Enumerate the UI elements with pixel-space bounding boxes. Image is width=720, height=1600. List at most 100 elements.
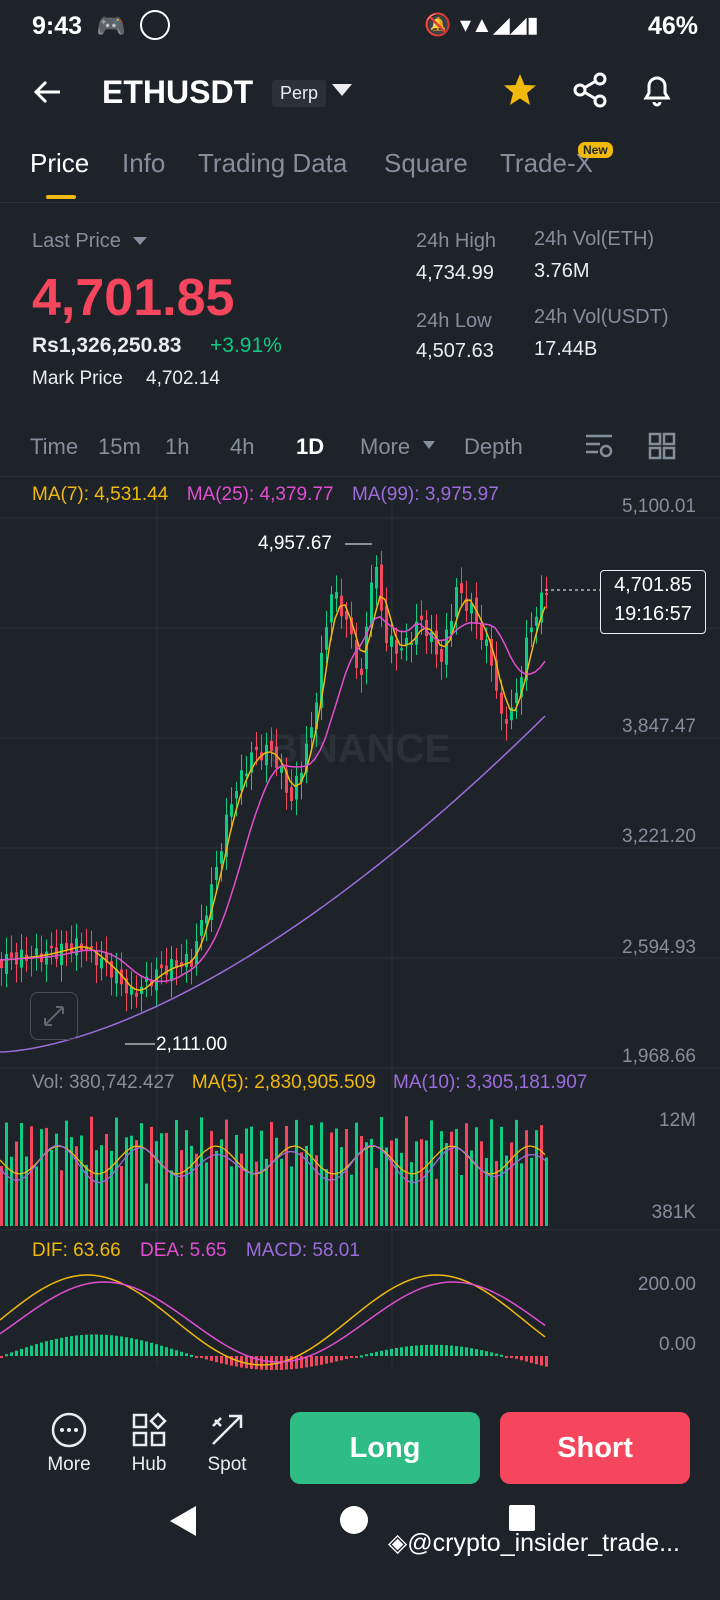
macd-bar (490, 1352, 493, 1356)
macd-bar (100, 1334, 103, 1356)
candle (0, 960, 3, 968)
tf-1h[interactable]: 1h (165, 434, 190, 459)
expand-icon (44, 1006, 64, 1026)
candle (105, 952, 108, 963)
volume-bar (250, 1126, 253, 1226)
macd-bar (25, 1347, 28, 1356)
more-button[interactable]: More (34, 1412, 104, 1476)
candle (100, 958, 103, 969)
volume-bar (300, 1152, 303, 1226)
candle (310, 727, 313, 738)
tab-square[interactable]: Square (384, 148, 468, 178)
chart-watermark: BINANCE (269, 727, 451, 771)
tab-info[interactable]: Info (122, 148, 166, 178)
macd-bar (380, 1350, 383, 1356)
volume-bar (450, 1131, 453, 1226)
tf-4h[interactable]: 4h (230, 434, 255, 459)
volume-bar (40, 1129, 43, 1226)
tab-price[interactable]: Price (30, 148, 90, 178)
spot-icon (212, 1414, 243, 1445)
price-chart[interactable]: BINANCE (0, 500, 720, 1376)
fullscreen-button[interactable] (30, 992, 78, 1040)
volume-bar (280, 1158, 283, 1226)
high-label: 24h High (416, 230, 497, 252)
volume-bar (225, 1119, 228, 1226)
macd-bar (465, 1347, 468, 1356)
macd-legend: DIF: 63.66 DEA: 5.65 MACD: 58.01 (32, 1240, 360, 1262)
volume-bar (115, 1117, 118, 1226)
long-button[interactable]: Long (290, 1412, 480, 1484)
macd-bar (445, 1345, 448, 1356)
tf-1d[interactable]: 1D (296, 434, 325, 459)
nav-back-icon[interactable] (166, 1504, 200, 1538)
volume-bar (75, 1146, 78, 1226)
volume-bar (85, 1164, 88, 1226)
y-tick-1: 5,100.01 (622, 496, 696, 517)
ma-legend: MA(7): 4,531.44 MA(25): 4,379.77 MA(99):… (32, 484, 499, 506)
ma99-line (0, 715, 546, 1053)
macd-bar (195, 1356, 198, 1358)
macd-bar (210, 1356, 213, 1361)
more-label: More (47, 1454, 91, 1475)
spot-button[interactable]: Spot (192, 1412, 262, 1476)
star-icon[interactable] (502, 72, 538, 108)
volume-bar (330, 1132, 333, 1226)
volume-bar (520, 1163, 523, 1226)
volume-bar (375, 1168, 378, 1226)
candle (285, 769, 288, 793)
y-tick-5: 1,968.66 (622, 1046, 696, 1067)
hub-button[interactable]: Hub (114, 1412, 184, 1476)
candle (395, 640, 398, 654)
candles (0, 543, 600, 1045)
candle (175, 960, 178, 969)
macd-bar (205, 1356, 208, 1360)
volume-bar (340, 1147, 343, 1226)
macd-bar (115, 1335, 118, 1356)
tf-time[interactable]: Time (30, 434, 79, 459)
candle (485, 639, 488, 647)
vol-ma10-line (0, 1144, 546, 1184)
price-change: +3.91% (210, 334, 282, 357)
macd-bar (510, 1356, 513, 1358)
tf-depth[interactable]: Depth (464, 434, 523, 459)
short-button[interactable]: Short (500, 1412, 690, 1484)
candle (5, 954, 8, 974)
volume-bar (265, 1158, 268, 1226)
volume-bar (20, 1122, 23, 1226)
nav-recents-icon[interactable] (508, 1504, 536, 1532)
macd-bar (450, 1345, 453, 1356)
share-icon[interactable] (572, 72, 608, 108)
macd-bar (260, 1356, 263, 1370)
dropdown-icon[interactable] (132, 236, 148, 246)
macd-bar (315, 1356, 318, 1366)
macd-bar (395, 1347, 398, 1356)
macd-value: MACD: 58.01 (245, 1240, 360, 1261)
last-price-label[interactable]: Last Price (32, 230, 121, 252)
candle (45, 951, 48, 965)
volume-bar (435, 1178, 438, 1226)
volume-bar (220, 1139, 223, 1226)
vol-eth-label: 24h Vol(ETH) (534, 228, 655, 250)
tf-15m[interactable]: 15m (98, 434, 141, 459)
bell-icon[interactable] (640, 72, 674, 108)
tab-trade-x[interactable]: Trade-X (500, 148, 593, 178)
chevron-down-icon[interactable] (330, 82, 354, 98)
candle (330, 594, 333, 623)
layout-grid-icon[interactable] (648, 432, 676, 460)
tf-more[interactable]: More (360, 434, 411, 459)
indicator-settings-icon[interactable] (584, 432, 616, 460)
macd-bar (460, 1346, 463, 1356)
candle (130, 987, 133, 995)
more-dropdown-icon[interactable] (422, 440, 436, 450)
nav-home-icon[interactable] (338, 1504, 370, 1536)
macd-bar (10, 1352, 13, 1356)
macd-axis-top: 200.00 (637, 1274, 696, 1295)
volume-bar (480, 1141, 483, 1226)
macd-bar (105, 1334, 108, 1356)
tab-trading-data[interactable]: Trading Data (198, 148, 348, 178)
symbol-title[interactable]: ETHUSDT (102, 74, 254, 110)
back-arrow-icon[interactable] (32, 76, 64, 108)
candle (170, 959, 173, 982)
candle (215, 867, 218, 880)
candle (325, 627, 328, 650)
